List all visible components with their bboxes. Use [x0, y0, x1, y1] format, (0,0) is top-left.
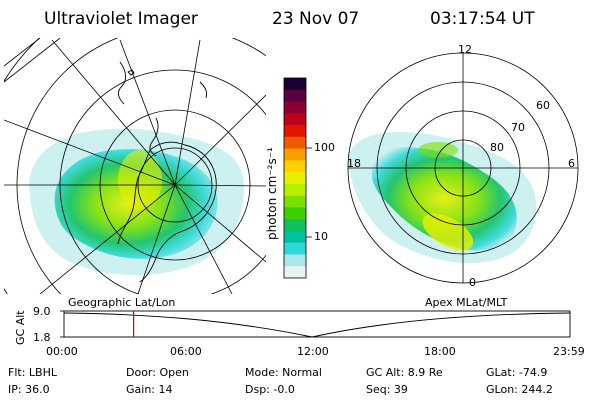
mlt-label-6: 6	[568, 157, 575, 170]
magnetic-map	[348, 132, 537, 264]
coastline	[117, 149, 151, 245]
coastline	[149, 117, 159, 157]
dsp-label: Dsp: -0.0	[245, 383, 295, 396]
timeline-xtick-2359: 23:59	[553, 345, 585, 358]
coastline	[139, 141, 217, 283]
colorbar-segment	[284, 242, 306, 255]
geo-meridian	[4, 119, 176, 186]
instrument-title: Ultraviolet Imager	[44, 9, 198, 29]
lat-label-80: 80	[490, 141, 504, 154]
lat-label-70: 70	[511, 121, 525, 134]
mag-panel-label: Apex MLat/MLT	[425, 296, 508, 309]
timeline-frame	[63, 310, 571, 338]
mode-label: Mode: Normal	[245, 366, 322, 379]
colorbar-segment	[284, 195, 306, 208]
colorbar-segment	[284, 113, 306, 126]
timeline-ytick-1.8: 1.8	[33, 331, 51, 344]
geo-panel-label: Geographic Lat/Lon	[68, 296, 176, 309]
colorbar-segment	[284, 219, 306, 232]
mlt-label-18: 18	[347, 157, 361, 170]
geo-meridian	[4, 38, 41, 67]
geo-meridian	[174, 184, 266, 263]
geo-meridian	[119, 39, 176, 186]
colorbar-segment	[284, 183, 306, 197]
colorbar-segment	[284, 266, 306, 279]
geo-meridian	[174, 184, 233, 294]
timeline-xtick-1800: 18:00	[424, 345, 456, 358]
colorbar-segment	[284, 172, 306, 185]
gc-alt-label: GC Alt: 8.9 Re	[366, 366, 443, 379]
colorbar-tick-label-100: 100	[314, 141, 335, 154]
geo-meridian	[39, 184, 176, 294]
timeline-xtick-0600: 06:00	[170, 345, 202, 358]
geo-meridian	[174, 94, 266, 186]
coastline	[117, 61, 127, 105]
date-label: 23 Nov 07	[272, 9, 360, 29]
ip-label: IP: 36.0	[8, 383, 50, 396]
coastline	[199, 81, 207, 99]
colorbar	[284, 78, 306, 279]
altitude-curve	[63, 312, 571, 338]
geo-meridian	[51, 39, 176, 186]
mlt-label-0: 0	[469, 276, 476, 289]
colorbar-segment	[284, 136, 306, 150]
colorbar-segment	[284, 125, 306, 138]
coastline	[127, 69, 135, 76]
colorbar-tick-label-10: 10	[314, 230, 328, 243]
mag-bright-spot	[422, 213, 474, 251]
glon-label: GLon: 244.2	[486, 383, 553, 396]
colorbar-unit-label: photon cm⁻²s⁻¹	[265, 147, 279, 240]
door-label: Door: Open	[126, 366, 189, 379]
mag-aurora-oval	[371, 147, 517, 251]
colorbar-segment	[284, 89, 306, 103]
timeline-ytick-9: 9.0	[33, 305, 51, 318]
mlt-label-12: 12	[458, 43, 472, 56]
colorbar-segment	[284, 207, 306, 220]
colorbar-segment	[284, 254, 306, 267]
mag-arc	[418, 142, 458, 158]
glat-label: GLat: -74.9	[486, 366, 548, 379]
colorbar-segment	[284, 230, 306, 244]
colorbar-segment	[284, 160, 306, 173]
filter-label: Flt: LBHL	[8, 366, 57, 379]
lat-label-60: 60	[536, 99, 550, 112]
colorbar-segment	[284, 101, 306, 114]
time-label: 03:17:54 UT	[430, 9, 535, 29]
geo-meridian	[174, 39, 201, 186]
timeline-xtick-0000: 00:00	[46, 345, 78, 358]
geo-meridian	[174, 184, 266, 187]
gain-label: Gain: 14	[126, 383, 173, 396]
aurora-bright-spot	[118, 150, 162, 210]
timeline-ylabel: GC Alt	[14, 310, 27, 345]
geo-meridian	[4, 38, 61, 83]
geographic-map	[4, 38, 266, 294]
timeline-xtick-1200: 12:00	[297, 345, 329, 358]
colorbar-frame	[283, 77, 307, 279]
colorbar-segment	[284, 148, 306, 161]
colorbar-segment	[284, 78, 306, 91]
geo-meridian	[137, 184, 176, 294]
seq-label: Seq: 39	[366, 383, 408, 396]
timeline-plot	[60, 310, 571, 338]
